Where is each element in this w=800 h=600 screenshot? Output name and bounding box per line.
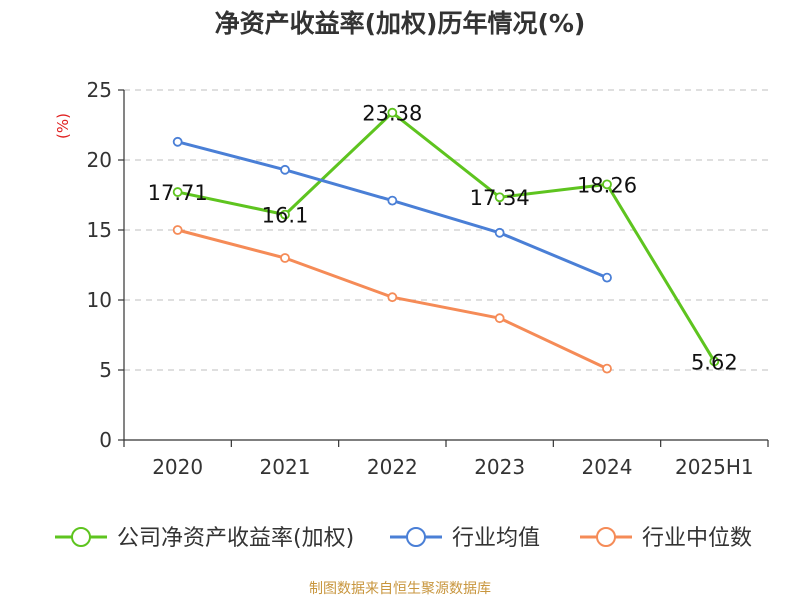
data-point (602, 363, 612, 374)
data-point (494, 192, 505, 203)
x-tick-label: 2024 (582, 455, 633, 479)
data-point (172, 187, 183, 197)
series-lines (172, 107, 720, 374)
x-tick-label: 2022 (367, 455, 418, 479)
legend-label: 行业中位数 (642, 526, 752, 551)
data-source-note: 制图数据来自恒生聚源数据库 (309, 581, 491, 597)
data-point (602, 272, 612, 283)
x-tick-label: 2021 (260, 455, 311, 479)
x-tick-label: 2023 (474, 455, 525, 479)
legend-circle-marker (71, 527, 91, 547)
y-tick-label: 20 (87, 148, 112, 172)
data-label: 16.1 (262, 204, 309, 228)
y-tick-label: 25 (87, 78, 112, 102)
data-label: 17.71 (148, 181, 208, 205)
y-tick-label: 15 (87, 218, 112, 242)
series-line-1 (177, 140, 608, 279)
data-point (280, 253, 290, 263)
series-line-0 (177, 111, 716, 363)
legend-label: 公司净资产收益率(加权) (117, 526, 354, 551)
x-tick-label: 2020 (152, 455, 203, 479)
data-point (494, 227, 505, 238)
data-point (602, 179, 612, 190)
data-labels: 17.71 16.1 23.38 17.34 18.26 5.62 (148, 102, 738, 375)
data-point (387, 195, 398, 206)
data-label: 18.26 (577, 173, 637, 197)
data-label: 23.38 (362, 102, 422, 126)
legend-item-2[interactable]: 行业中位数 (580, 526, 752, 551)
data-point (709, 356, 720, 367)
data-point (494, 313, 505, 324)
data-point (172, 136, 183, 147)
legend-circle-marker (596, 527, 616, 547)
grid-lines (124, 89, 768, 371)
y-tick-label: 0 (99, 428, 112, 452)
data-point (280, 209, 290, 220)
data-point (280, 164, 290, 175)
legend-item-0[interactable]: 公司净资产收益率(加权) (55, 526, 354, 551)
legend-circle-marker (406, 527, 426, 547)
legend-label: 行业均值 (452, 526, 540, 551)
axes: 0 5 10 15 20 25 2020 2021 2022 2023 2024 2025H1 (87, 78, 769, 479)
y-tick-label: 10 (87, 288, 112, 312)
legend[interactable]: 公司净资产收益率(加权) 行业均值 行业中位数 (55, 526, 752, 551)
data-label: 17.34 (470, 186, 530, 210)
data-point (172, 225, 183, 235)
y-tick-label: 5 (99, 358, 112, 382)
y-axis-label: (%) (54, 113, 72, 139)
data-point (387, 292, 398, 303)
chart-title: 净资产收益率(加权)历年情况(%) (214, 9, 586, 38)
data-point (387, 107, 398, 118)
legend-item-1[interactable]: 行业均值 (390, 526, 540, 551)
data-label: 5.62 (691, 350, 738, 374)
x-tick-label: 2025H1 (675, 455, 754, 479)
